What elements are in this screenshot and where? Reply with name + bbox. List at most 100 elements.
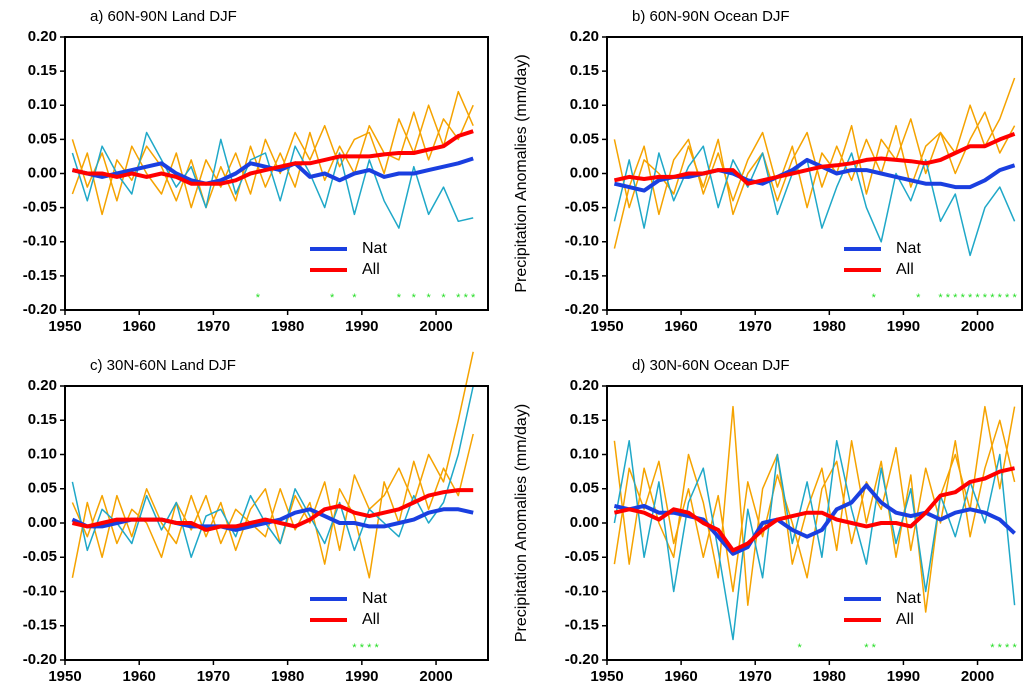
x-tick-label: 1990 — [345, 668, 378, 685]
x-tick-label: 1950 — [590, 318, 623, 335]
plot-frame — [606, 385, 1023, 661]
significance-marker: * — [1005, 292, 1010, 304]
member-line — [71, 131, 474, 229]
y-tick-label: -0.10 — [23, 582, 57, 599]
x-tick-label: 1960 — [123, 668, 156, 685]
x-tick-label: 1980 — [271, 668, 304, 685]
panel: d) 30N-60N Ocean DJF Precipitation Anomal… — [513, 357, 1023, 685]
member-line — [613, 77, 1016, 249]
significance-marker: * — [471, 292, 476, 304]
member-line — [613, 145, 1016, 257]
x-tick-label: 1980 — [813, 318, 846, 335]
significance-marker: * — [441, 292, 446, 304]
significance-marker: * — [990, 292, 995, 304]
member-line — [71, 433, 474, 579]
x-tick-label: 2000 — [961, 668, 994, 685]
significance-marker: * — [916, 292, 921, 304]
significance-marker: * — [352, 292, 357, 304]
panel: a) 60N-90N Land DJF -0.20 -0.15 -0.10 -0.05 0… — [23, 8, 489, 335]
x-tick-label: 1970 — [197, 318, 230, 335]
significance-marker: * — [352, 642, 357, 654]
member-line — [71, 351, 474, 578]
y-tick-label: -0.20 — [565, 651, 599, 668]
x-tick-label: 1970 — [197, 668, 230, 685]
y-tick-label: -0.05 — [23, 548, 57, 565]
x-tick-label: 1970 — [739, 668, 772, 685]
mean-line — [71, 488, 474, 532]
significance-marker: * — [872, 292, 877, 304]
x-tick-label: 1990 — [887, 668, 920, 685]
significance-marker: * — [946, 292, 951, 304]
y-tick-label: 0.05 — [570, 130, 599, 147]
y-tick-label: -0.15 — [23, 617, 57, 634]
significance-marker: * — [864, 642, 869, 654]
member-line — [613, 111, 1016, 216]
y-tick-label: 0.15 — [28, 62, 57, 79]
y-tick-label: 0.05 — [28, 480, 57, 497]
y-axis-label: Precipitation Anomalies (mm/day) — [513, 404, 530, 642]
x-tick-label: 1950 — [590, 668, 623, 685]
legend-label: All — [362, 611, 380, 628]
y-tick-label: -0.05 — [565, 548, 599, 565]
significance-marker: * — [360, 642, 365, 654]
significance-marker: * — [375, 642, 380, 654]
y-tick-label: 0.20 — [570, 377, 599, 394]
significance-marker: * — [975, 292, 980, 304]
legend-label: Nat — [896, 590, 921, 607]
x-tick-label: 2000 — [419, 318, 452, 335]
mean-line — [613, 132, 1016, 186]
y-tick-label: -0.15 — [565, 267, 599, 284]
y-tick-label: -0.10 — [565, 233, 599, 250]
y-tick-label: -0.20 — [23, 651, 57, 668]
mean-line — [71, 129, 474, 186]
y-tick-label: -0.15 — [23, 267, 57, 284]
panel-title: a) 60N-90N Land DJF — [90, 8, 237, 25]
mean-line — [613, 466, 1016, 553]
significance-marker: * — [983, 292, 988, 304]
y-tick-label: -0.15 — [565, 617, 599, 634]
significance-marker: * — [397, 292, 402, 304]
member-line — [71, 385, 474, 559]
y-tick-label: 0.20 — [28, 377, 57, 394]
y-tick-label: 0.00 — [28, 514, 57, 531]
y-tick-label: 0.15 — [28, 411, 57, 428]
y-tick-label: 0.20 — [570, 28, 599, 45]
plot-frame — [64, 36, 489, 311]
y-tick-label: 0.20 — [28, 28, 57, 45]
y-tick-label: 0.15 — [570, 62, 599, 79]
plot-frame — [606, 36, 1023, 311]
y-tick-label: -0.20 — [565, 301, 599, 318]
significance-marker: * — [998, 642, 1003, 654]
significance-marker: * — [998, 292, 1003, 304]
legend-label: Nat — [362, 590, 387, 607]
significance-marker: * — [1005, 642, 1010, 654]
legend-label: All — [896, 611, 914, 628]
panel-title: c) 30N-60N Land DJF — [90, 357, 236, 374]
member-line — [613, 405, 1016, 613]
significance-marker: * — [256, 292, 261, 304]
member-line — [71, 104, 474, 216]
y-tick-label: -0.05 — [23, 199, 57, 216]
y-axis-label: Precipitation Anomalies (mm/day) — [513, 54, 530, 292]
significance-marker: * — [798, 642, 803, 654]
x-tick-label: 1960 — [664, 668, 697, 685]
legend-label: All — [362, 261, 380, 278]
y-tick-label: 0.10 — [28, 96, 57, 113]
significance-marker: * — [990, 642, 995, 654]
significance-marker: * — [872, 642, 877, 654]
y-tick-label: 0.15 — [570, 411, 599, 428]
panel: b) 60N-90N Ocean DJF Precipitation Anomal… — [513, 8, 1023, 335]
x-tick-label: 1950 — [48, 318, 81, 335]
panel-title: d) 30N-60N Ocean DJF — [632, 357, 790, 374]
panel: c) 30N-60N Land DJF -0.20 -0.15 -0.10 -0.05 0… — [23, 351, 489, 685]
significance-marker: * — [1012, 642, 1017, 654]
x-tick-label: 1950 — [48, 668, 81, 685]
x-tick-label: 2000 — [961, 318, 994, 335]
x-tick-label: 1960 — [664, 318, 697, 335]
significance-marker: * — [968, 292, 973, 304]
x-tick-label: 1990 — [345, 318, 378, 335]
y-tick-label: -0.10 — [23, 233, 57, 250]
x-tick-label: 1960 — [123, 318, 156, 335]
significance-marker: * — [412, 292, 417, 304]
legend-label: Nat — [896, 240, 921, 257]
